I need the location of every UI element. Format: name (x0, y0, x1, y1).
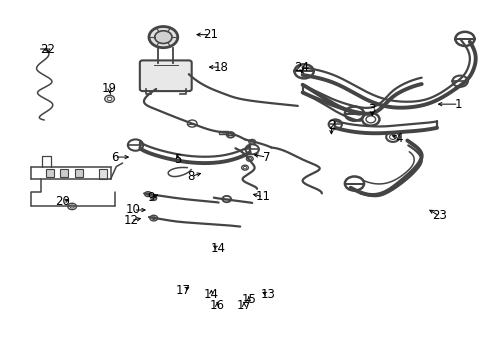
Text: 15: 15 (242, 293, 256, 306)
Text: 18: 18 (214, 60, 228, 73)
Text: 5: 5 (174, 153, 181, 166)
Text: 7: 7 (263, 150, 270, 163)
Text: 13: 13 (261, 288, 275, 301)
Text: 19: 19 (102, 82, 117, 95)
Bar (60, 169, 68, 177)
Text: 22: 22 (41, 43, 56, 56)
Bar (74, 169, 83, 177)
Text: 24: 24 (294, 60, 309, 73)
Text: 17: 17 (176, 284, 191, 297)
Bar (219, 131, 228, 134)
Text: 16: 16 (210, 299, 224, 312)
Text: 2: 2 (328, 119, 335, 132)
Circle shape (155, 31, 172, 44)
Text: 9: 9 (147, 191, 155, 204)
Text: 14: 14 (204, 288, 219, 301)
Text: 14: 14 (211, 242, 226, 255)
FancyBboxPatch shape (140, 60, 192, 91)
Text: 17: 17 (237, 299, 251, 312)
Text: 21: 21 (203, 28, 218, 41)
Text: 6: 6 (111, 150, 118, 163)
Text: 12: 12 (123, 214, 138, 227)
Text: 8: 8 (188, 170, 195, 183)
Bar (46, 169, 54, 177)
Text: 20: 20 (55, 195, 70, 208)
Text: 4: 4 (395, 132, 402, 145)
Text: 3: 3 (368, 103, 376, 116)
Text: 23: 23 (432, 210, 447, 222)
Circle shape (149, 27, 178, 48)
Text: 1: 1 (455, 98, 463, 111)
Text: 10: 10 (126, 203, 141, 216)
Bar (98, 169, 107, 179)
Text: 11: 11 (256, 190, 271, 203)
